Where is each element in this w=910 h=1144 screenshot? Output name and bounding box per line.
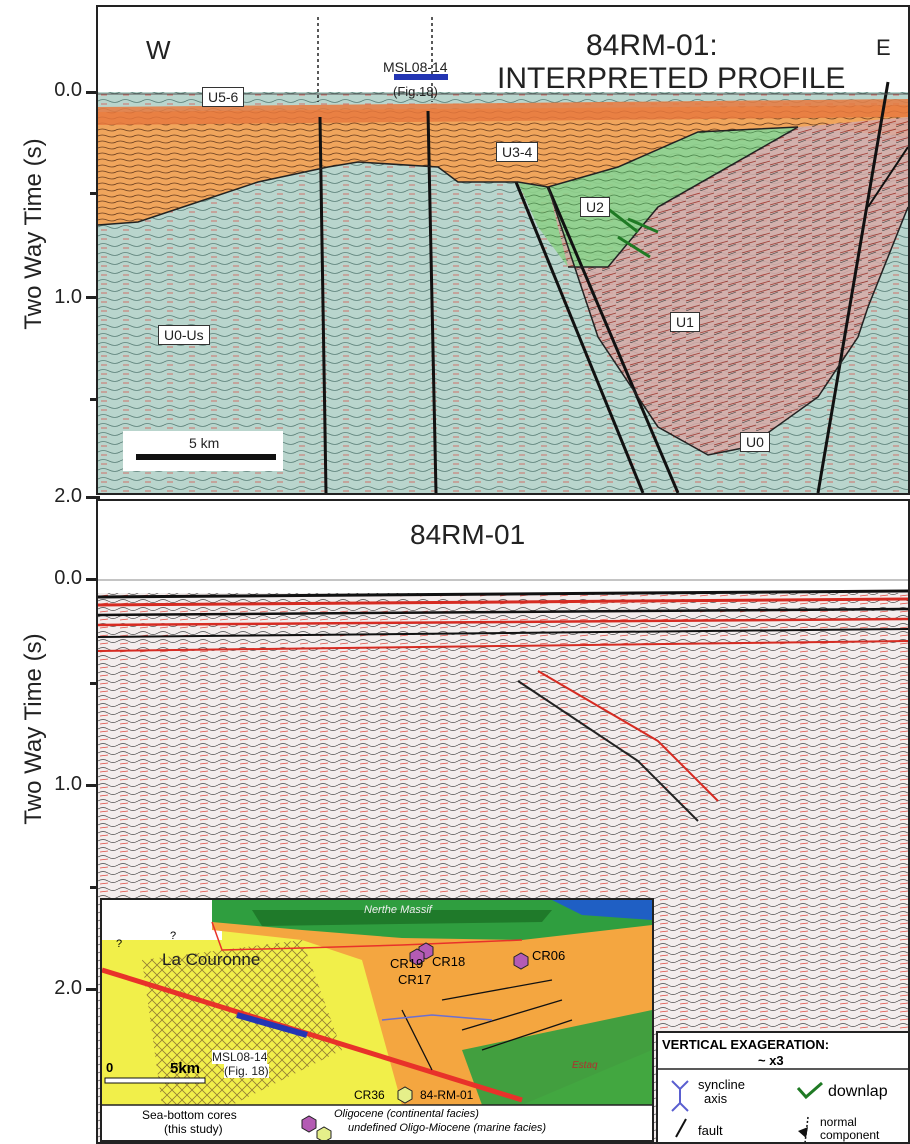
symbol-legend: VERTICAL EXAGERATION: ~ x3 syncline axis… [656,1031,908,1142]
legend-normal-1: normal [820,1115,857,1129]
massif-label: Nerthe Massif [364,904,432,916]
legend-syncline-2: axis [704,1091,728,1106]
y-axis-label-bottom: Two Way Time (s) [20,633,47,825]
unit-label-u56: U5-6 [202,87,245,107]
tickline [90,192,100,195]
legend-syncline-1: syncline [698,1077,745,1092]
legend-symbols-svg [658,1068,908,1142]
msl-label: MSL08-14 [383,59,448,75]
raw-panel-title: 84RM-01 [410,519,526,550]
tickline [86,578,100,581]
core-cr06: CR06 [532,948,566,963]
map-fig-ref: (Fig. 18) [224,1064,269,1078]
tickline [86,296,100,299]
tickline [86,784,100,787]
basin-label: Estaq [572,1060,598,1071]
tick-bottom-1: 1.0 [54,773,82,795]
raw-profile-panel: 84RM-01 [96,499,910,1144]
core-cr19: CR19 [390,956,424,971]
cores-legend-title-2: (this study) [164,1122,223,1136]
tick-top-2: 2.0 [54,485,82,507]
legend-undefined: undefined Oligo-Miocene (marine facies) [348,1122,547,1134]
vex-line1: VERTICAL EXAGERATION: [662,1037,830,1052]
legend-normal-2: component [820,1128,880,1142]
tickline [86,496,100,499]
map-scale-label: 5km [170,1060,201,1077]
cores-legend-title-1: Sea-bottom cores [142,1108,237,1122]
core-cr18: CR18 [432,954,466,969]
place-label: La Couronne [162,950,261,969]
location-map-inset: Nerthe Massif La Couronne ? ? MSL08-14 (… [100,898,654,1142]
legend-downlap: downlap [828,1083,888,1100]
interpreted-section-svg [98,7,908,493]
line-label: 84-RM-01 [420,1088,474,1102]
scale-bar-label: 5 km [189,435,220,451]
tickline [90,398,100,401]
map-scale-zero: 0 [106,1060,114,1075]
tick-top-0: 0.0 [54,79,82,101]
panel-title-line2: INTERPRETED PROFILE [497,62,846,95]
tick-bottom-0: 0.0 [54,567,82,589]
east-label: E [876,35,891,60]
tick-top-1: 1.0 [54,286,82,308]
core-cr17: CR17 [398,972,432,987]
question-mark-1: ? [116,938,123,950]
legend-fault: fault [698,1123,723,1138]
unit-label-u0: U0 [740,432,770,452]
tickline [90,886,100,889]
west-label: W [146,35,171,65]
tickline [86,91,100,94]
tickline [90,682,100,685]
interpreted-profile-panel: W E 84RM-01: INTERPRETED PROFILE MSL08-1… [96,5,910,495]
unit-label-u2: U2 [580,197,610,217]
panel-title-line1: 84RM-01: [586,29,718,62]
map-msl-label: MSL08-14 [212,1050,268,1064]
tickline [86,988,100,991]
legend-oligocene: Oligocene (continental facies) [334,1108,479,1120]
core-cr36: CR36 [354,1088,385,1102]
unit-label-u0us: U0-Us [158,325,210,345]
vex-line2: ~ x3 [758,1053,784,1068]
question-mark-2: ? [170,930,177,942]
y-axis-label-top: Two Way Time (s) [20,138,47,330]
unit-label-u1: U1 [670,312,700,332]
map-svg [102,900,652,1140]
unit-label-u34: U3-4 [496,142,539,162]
fig-ref: (Fig.18) [393,84,438,99]
tick-bottom-2: 2.0 [54,977,82,999]
